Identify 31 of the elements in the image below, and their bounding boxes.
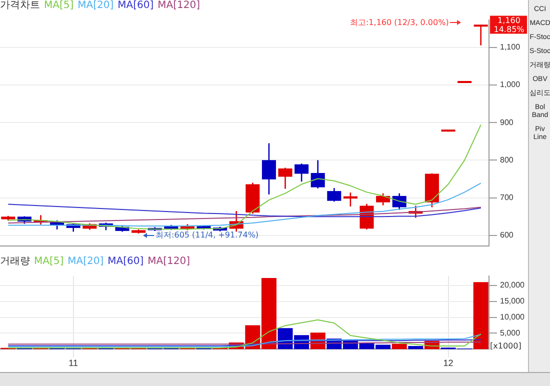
y-tick-label: 5,000 <box>500 328 521 338</box>
annotation: 최고:1,160 (12/3, 0.00%) <box>350 18 449 27</box>
y-tick-label: 1,000 <box>500 80 521 90</box>
text: MA[20] <box>78 0 114 11</box>
candlestick <box>474 24 488 46</box>
y-tick-label: 600 <box>500 230 514 240</box>
y-tick-label: 20,000 <box>500 280 526 290</box>
text: MA[5] <box>34 256 64 267</box>
x-tick-label: 12 <box>443 358 454 368</box>
y-tick-label: 1,100 <box>500 42 521 52</box>
annotation: 최저:605 (11/4, +91.74%) <box>156 230 259 240</box>
text: MA[20] <box>68 256 104 267</box>
chart-title: 거래량 <box>0 256 30 267</box>
chart-title: 가격차트 <box>0 0 40 11</box>
y-axis-title: [x1000] <box>490 341 522 350</box>
bar <box>392 344 407 350</box>
text: 1,160 <box>498 16 520 25</box>
y-tick-label: 900 <box>500 118 514 127</box>
text: MA[60] <box>118 0 154 11</box>
text: MA[5] <box>44 0 74 11</box>
y-tick-label: 15,000 <box>500 296 526 306</box>
y-tick-label: 800 <box>500 155 514 164</box>
text: MA[120] <box>158 0 200 11</box>
x-tick-label: 11 <box>68 358 78 368</box>
y-tick-label: 10,000 <box>500 312 526 322</box>
y-tick-label: 700 <box>500 193 514 202</box>
text: 14.85% <box>494 24 525 34</box>
text: MA[120] <box>148 256 190 267</box>
bar <box>408 346 424 350</box>
text: MA[60] <box>108 256 144 267</box>
bar <box>473 282 488 350</box>
